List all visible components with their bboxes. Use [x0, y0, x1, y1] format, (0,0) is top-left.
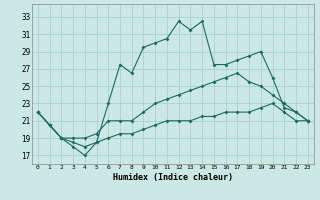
X-axis label: Humidex (Indice chaleur): Humidex (Indice chaleur) — [113, 173, 233, 182]
